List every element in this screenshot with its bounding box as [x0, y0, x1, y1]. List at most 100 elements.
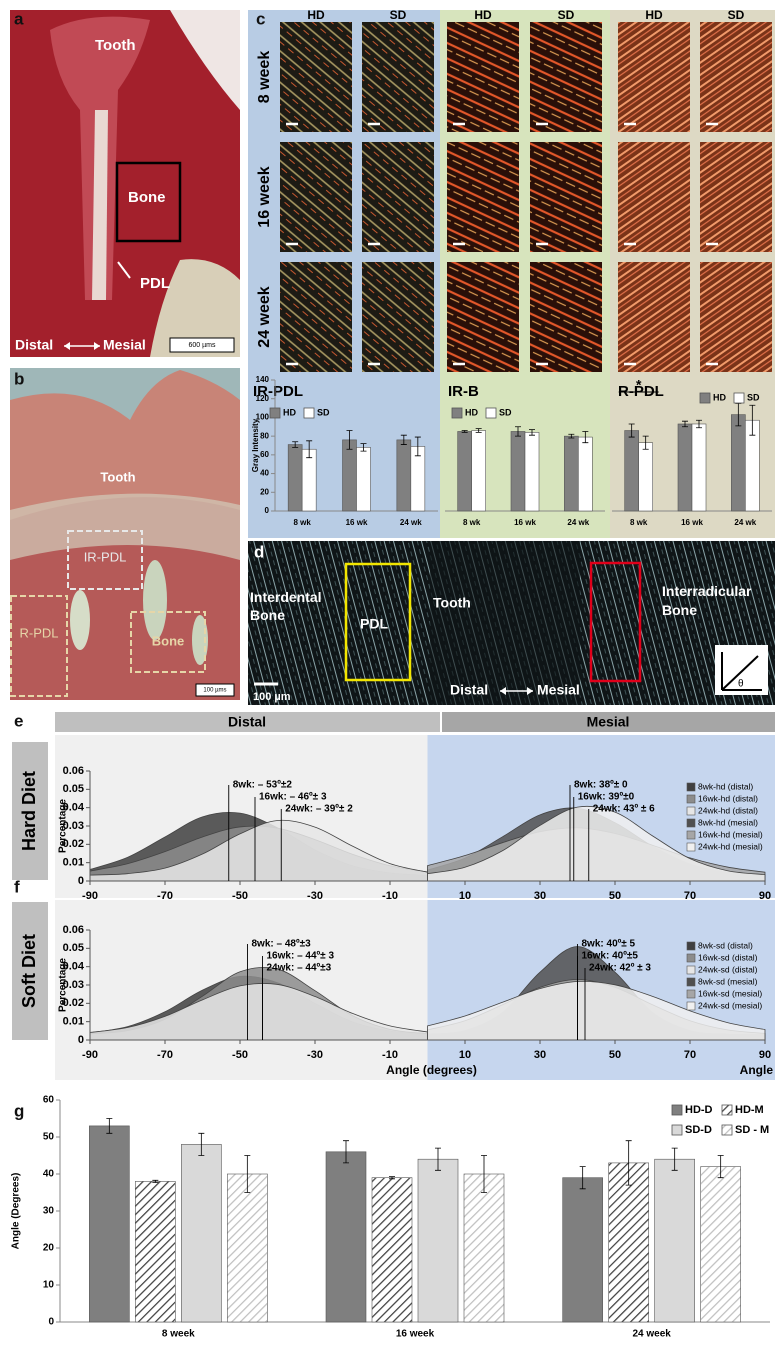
- legend-label: SD - M: [735, 1124, 769, 1136]
- label-r-pdl: R-PDL: [19, 625, 58, 640]
- x-tick-label: -90: [82, 1049, 98, 1061]
- x-tick-label: 8 wk: [463, 518, 481, 527]
- panel-letter: c: [256, 9, 265, 28]
- theta-label: θ: [738, 679, 744, 690]
- bar: [343, 440, 357, 511]
- y-tick-label: 0.04: [63, 802, 85, 814]
- x-tick-label: -70: [157, 1049, 173, 1061]
- annotation-label: 24wk: – 44º±3: [267, 963, 332, 974]
- row-label: 8 week: [256, 51, 273, 104]
- micrograph-tile: [700, 262, 772, 372]
- legend-swatch: [687, 954, 695, 962]
- bar: [464, 1174, 504, 1322]
- annotation-label: 16wk: – 44º± 3: [267, 951, 335, 962]
- x-tick-label: 16 wk: [514, 518, 536, 527]
- bar: [655, 1159, 695, 1322]
- bar: [89, 1126, 129, 1322]
- x-tick-label: 16 week: [396, 1329, 435, 1340]
- micrograph-tile: [700, 142, 772, 252]
- label-tooth: Tooth: [95, 37, 136, 54]
- micrograph-tile: [530, 262, 602, 372]
- x-tick-label: 50: [609, 1049, 621, 1061]
- scale-label: 600 µms: [189, 342, 216, 349]
- chart-title: IR-B: [448, 383, 479, 400]
- x-tick-label: 90: [759, 1049, 771, 1061]
- x-tick-label: 16 wk: [346, 518, 368, 527]
- x-tick-label: 8 wk: [293, 518, 311, 527]
- legend-label: 24wk-hd (mesial): [698, 841, 763, 851]
- row-label: 16 week: [256, 166, 273, 227]
- micrograph-tile: [280, 262, 352, 372]
- y-tick-label: 0.03: [63, 979, 84, 991]
- x-tick-label: 24 week: [632, 1329, 671, 1340]
- annotation-label: 24wk: – 39º± 2: [285, 804, 353, 815]
- y-tick-label: 40: [260, 469, 269, 478]
- annotation-label: 8wk: 40º± 5: [582, 939, 636, 950]
- legend-label: 16wk-hd (distal): [698, 793, 758, 803]
- scale-label: 100 µm: [253, 691, 291, 703]
- column-header: SD: [728, 8, 745, 22]
- micrograph-tile: [700, 22, 772, 132]
- y-tick-label: 60: [260, 450, 269, 459]
- label-distal: Distal: [450, 682, 488, 698]
- y-tick-label: 10: [43, 1280, 55, 1291]
- legend-swatch: [270, 408, 280, 418]
- legend-swatch: [734, 393, 744, 403]
- micrograph-tile: [618, 262, 690, 372]
- side-label: Hard Diet: [19, 771, 39, 851]
- label-distal: Distal: [15, 337, 53, 353]
- label-pdl: PDL: [140, 275, 170, 292]
- bar: [418, 1159, 458, 1322]
- micrograph-tile: [447, 22, 519, 132]
- legend-label: 8wk-sd (mesial): [698, 976, 758, 986]
- legend-label: SD: [317, 407, 330, 417]
- panel-letter: d: [254, 542, 264, 561]
- legend-swatch: [687, 843, 695, 851]
- legend-swatch: [687, 795, 695, 803]
- legend-label: 8wk-sd (distal): [698, 940, 753, 950]
- panel-letter: b: [14, 369, 24, 388]
- micrograph-tile: [618, 22, 690, 132]
- legend-label: 16wk-sd (mesial): [698, 988, 762, 998]
- bar: [701, 1167, 741, 1322]
- x-axis-label: Angle (degrees): [386, 1063, 477, 1077]
- y-tick-label: 0.05: [63, 942, 84, 954]
- label-mesial: Mesial: [537, 682, 580, 698]
- panel-letter: f: [14, 877, 20, 896]
- micrograph-tile: [280, 22, 352, 132]
- legend-swatch: [687, 819, 695, 827]
- legend-label: 8wk-hd (distal): [698, 781, 753, 791]
- x-tick-label: -50: [232, 1049, 248, 1061]
- bar: [511, 431, 525, 511]
- y-tick-label: 0.03: [63, 820, 84, 832]
- y-tick-label: 0: [265, 506, 270, 515]
- x-tick-label: 24 wk: [400, 518, 422, 527]
- x-tick-label: 8 week: [162, 1329, 195, 1340]
- annotation-label: 8wk: 38º± 0: [574, 780, 628, 791]
- micrograph-tile: [362, 142, 434, 252]
- micrograph-tile: [530, 22, 602, 132]
- micrograph-tile: [447, 142, 519, 252]
- panel-b: b Tooth IR-PDL R-PDL Bone 100 µms: [10, 368, 240, 700]
- label-pdl: PDL: [360, 616, 388, 632]
- annotation-label: 16wk: 39º±0: [578, 792, 635, 803]
- label-mesial: Mesial: [103, 337, 146, 353]
- x-tick-label: -10: [382, 1049, 398, 1061]
- region-label: Distal: [228, 714, 266, 730]
- y-tick-label: 0.01: [63, 1016, 84, 1028]
- y-tick-label: 0.06: [63, 924, 84, 936]
- column-header: HD: [474, 8, 492, 22]
- annotation-label: 24wk: 43º ± 6: [593, 804, 655, 815]
- legend-swatch: [687, 807, 695, 815]
- y-tick-label: 0.06: [63, 765, 84, 777]
- legend-label: 8wk-hd (mesial): [698, 817, 758, 827]
- significance-mark: *: [636, 377, 642, 393]
- legend-label: 16wk-sd (distal): [698, 952, 758, 962]
- panel-letter: a: [14, 9, 24, 28]
- label-line: Interradicular: [662, 583, 752, 599]
- x-tick-label: 8 wk: [630, 518, 648, 527]
- x-tick-label: 10: [459, 1049, 471, 1061]
- y-tick-label: 0.02: [63, 838, 84, 850]
- legend-swatch: [672, 1105, 682, 1115]
- y-tick-label: 0.04: [63, 961, 85, 973]
